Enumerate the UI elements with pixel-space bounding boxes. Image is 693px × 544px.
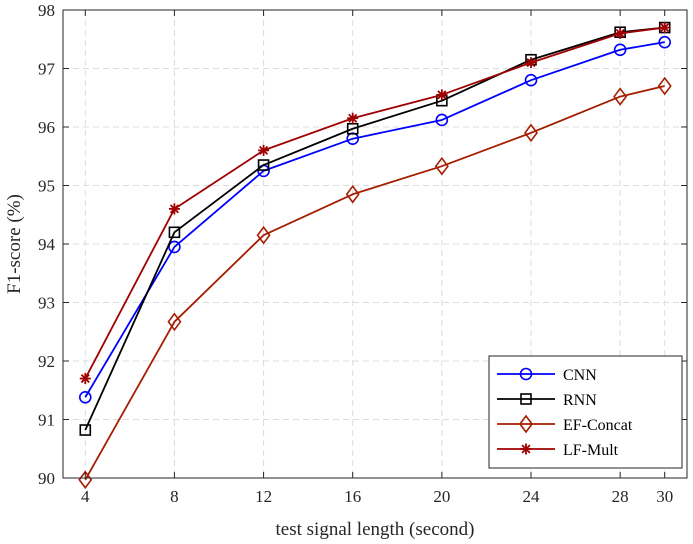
y-tick-label: 95 (38, 177, 55, 196)
asterisk-stroke (437, 90, 447, 100)
asterisk-stroke (526, 58, 536, 68)
y-tick-label: 96 (38, 118, 55, 137)
legend-item-ef-concat: EF-Concat (497, 414, 633, 434)
asterisk-stroke (660, 23, 670, 33)
data-point-lf-mult (614, 27, 626, 39)
y-tick-label: 93 (38, 294, 55, 313)
ticks: 4 8 12 16 20 24 28 30 90 91 92 93 94 95 96 97 98 (38, 1, 687, 506)
y-axis-label: F1-score (%) (4, 194, 25, 294)
legend-label: EF-Concat (563, 417, 633, 434)
legend-label: CNN (563, 367, 597, 384)
data-point-cnn (524, 73, 538, 87)
legend: CNN RNN EF-Concat LF-Mult (488, 355, 683, 469)
legend-item-cnn: CNN (497, 367, 597, 384)
legend-item-lf-mult: LF-Mult (497, 442, 619, 459)
series-line-cnn (84, 41, 665, 398)
asterisk-stroke (259, 145, 269, 155)
y-tick-label: 97 (38, 60, 56, 79)
asterisk-stroke (80, 374, 90, 384)
data-point-cnn (435, 113, 449, 127)
data-point-lf-mult (79, 373, 91, 385)
data-point-ef-concat (167, 312, 182, 332)
data-point-ef-concat (345, 184, 360, 204)
y-tick-label: 92 (38, 352, 55, 371)
x-tick-label: 30 (656, 487, 673, 506)
data-point-ef-concat (256, 225, 271, 245)
legend-marker (520, 443, 532, 455)
x-axis-label: test signal length (second) (276, 519, 475, 540)
asterisk-stroke (348, 113, 358, 123)
data-point-rnn (346, 122, 359, 135)
y-tick-label: 90 (38, 469, 55, 488)
data-point-rnn (79, 424, 92, 436)
legend-label: LF-Mult (563, 442, 619, 459)
data-point-lf-mult (436, 89, 448, 101)
data-point-ef-concat (657, 76, 672, 96)
y-tick-label: 94 (38, 235, 56, 254)
x-tick-label: 8 (170, 487, 179, 506)
data-point-lf-mult (525, 57, 537, 69)
data-point-lf-mult (258, 144, 270, 156)
data-point-lf-mult (347, 112, 359, 124)
data-point-cnn (168, 240, 181, 254)
y-tick-label: 91 (38, 411, 55, 430)
legend-marker (520, 393, 532, 405)
series-cnn (78, 35, 672, 404)
data-point-ef-concat (78, 470, 93, 490)
data-point-lf-mult (659, 22, 671, 34)
x-tick-label: 4 (81, 487, 90, 506)
x-tick-label: 20 (433, 487, 450, 506)
series-layer (78, 21, 672, 490)
legend-marker (519, 367, 533, 381)
legend-item-rnn: RNN (497, 392, 597, 409)
y-tick-label: 98 (38, 1, 55, 20)
data-point-cnn (613, 43, 627, 57)
x-tick-label: 12 (255, 487, 272, 506)
legend-marker (519, 414, 533, 434)
data-point-cnn (78, 390, 92, 404)
data-point-ef-concat (434, 156, 449, 176)
data-point-lf-mult (168, 203, 180, 215)
data-point-rnn (257, 159, 270, 171)
data-point-rnn (168, 226, 181, 239)
asterisk-stroke (169, 204, 179, 214)
series-line-ef-concat (84, 85, 665, 481)
data-point-ef-concat (524, 123, 538, 143)
series-line-rnn (84, 26, 665, 431)
asterisk-stroke (521, 444, 531, 454)
series-ef-concat (78, 76, 672, 490)
data-point-ef-concat (613, 87, 628, 106)
legend-label: RNN (563, 392, 597, 409)
series-line-lf-mult (84, 26, 665, 379)
data-point-cnn (658, 35, 672, 49)
x-tick-label: 28 (612, 487, 629, 506)
asterisk-stroke (615, 28, 625, 38)
x-tick-label: 24 (523, 487, 541, 506)
x-tick-label: 16 (344, 487, 361, 506)
series-lf-mult (79, 22, 671, 385)
